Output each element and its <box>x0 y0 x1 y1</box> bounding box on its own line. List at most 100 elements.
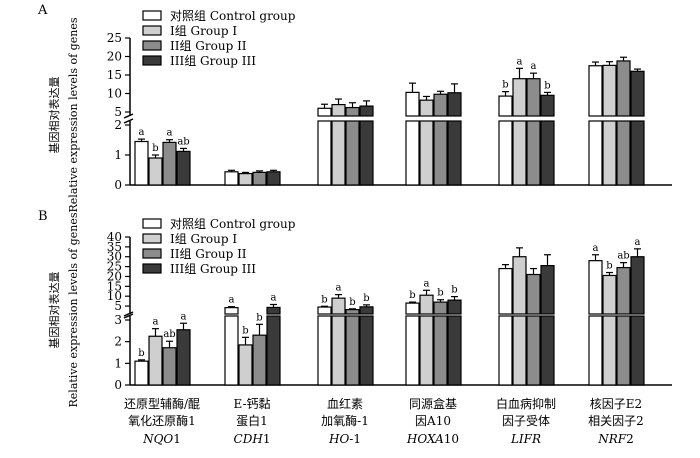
significance-label: b <box>409 290 415 301</box>
bar-lower-segment <box>405 120 420 186</box>
significance-label: a <box>181 311 187 322</box>
category-label-cn-line2: 因A10 <box>415 414 451 428</box>
bar <box>176 329 191 386</box>
legend-swatch <box>142 233 162 244</box>
significance-label: b <box>451 285 457 296</box>
y-tick-label: 0 <box>114 378 122 392</box>
bar-lower-segment <box>498 120 513 186</box>
bar <box>630 70 645 117</box>
bar-lower-segment <box>359 120 374 186</box>
bar <box>345 106 360 117</box>
gene-symbol-italic: HO <box>328 432 349 446</box>
y-tick-label: 15 <box>107 68 122 82</box>
legend-swatch <box>142 248 162 259</box>
bar-lower-segment <box>331 120 346 186</box>
bar <box>540 94 555 117</box>
significance-label: b <box>606 261 612 272</box>
bar <box>331 297 346 315</box>
significance-label: a <box>635 237 641 248</box>
y-tick-label: 5 <box>114 105 122 119</box>
y-tick-label: 40 <box>107 230 122 244</box>
bar-lower-segment <box>433 315 448 386</box>
category-gene-symbol: HOXA10 <box>406 432 459 446</box>
bar-lower-segment <box>345 315 360 386</box>
category-label-cn-line2: 氧化还原酶1 <box>128 413 196 428</box>
bar-lower-segment <box>266 315 281 386</box>
bar <box>419 99 434 117</box>
category-label-cn-line2: 因子受体 <box>502 414 550 428</box>
bar <box>433 301 448 315</box>
bar-lower-segment <box>224 315 239 386</box>
y-tick-label: 0 <box>114 178 122 192</box>
bar <box>148 335 163 386</box>
bar <box>238 173 253 186</box>
bar-lower-segment <box>512 315 527 386</box>
significance-label: b <box>256 312 262 323</box>
bar <box>526 273 541 315</box>
bar-lower-segment <box>447 120 462 186</box>
legend-label: III组 Group III <box>170 262 256 276</box>
significance-label: ab <box>177 136 189 147</box>
bar <box>498 95 513 117</box>
bar <box>630 256 645 315</box>
bar <box>317 107 332 117</box>
bar-lower-segment <box>331 315 346 386</box>
gene-symbol-suffix: -1 <box>349 432 361 446</box>
category-label-cn-line1: E-钙黏 <box>233 397 270 411</box>
bar-lower-segment <box>616 120 631 186</box>
panel-label: B <box>38 209 48 224</box>
panel-label: A <box>37 3 48 18</box>
category-label-cn-line1: 同源盒基 <box>409 396 457 411</box>
bar <box>134 360 149 386</box>
legend-swatch <box>142 40 162 51</box>
y-axis-label-cn: 基因相对表达量 <box>47 272 61 349</box>
legend-label: I组 Group I <box>170 232 237 246</box>
bar <box>176 150 191 186</box>
y-tick-label: 2 <box>114 118 122 132</box>
bar <box>266 306 281 315</box>
significance-label: a <box>139 127 145 138</box>
legend-label: 对照组 Control group <box>170 9 296 23</box>
significance-label: a <box>593 243 599 254</box>
bar <box>134 140 149 186</box>
bar-lower-segment <box>616 315 631 386</box>
category-label-cn-line1: 核因子E2 <box>590 397 642 411</box>
y-tick-label: 1 <box>114 148 122 162</box>
gene-symbol-italic: LIFR <box>510 432 541 446</box>
bar-lower-segment <box>540 315 555 386</box>
significance-label: b <box>242 325 248 336</box>
bar <box>512 78 527 117</box>
significance-label: b <box>321 294 327 305</box>
bar <box>512 256 527 315</box>
bar <box>405 302 420 315</box>
bar <box>588 65 603 117</box>
axis-break-mark <box>123 313 134 319</box>
category-label-cn-line1: 血红素 <box>327 396 363 411</box>
y-tick-label: 3 <box>114 313 122 327</box>
significance-label: a <box>517 56 523 67</box>
bar <box>588 260 603 315</box>
bar-lower-segment <box>405 315 420 386</box>
bar <box>359 306 374 315</box>
significance-label: b <box>437 288 443 299</box>
significance-label: a <box>336 283 342 294</box>
legend-label: II组 Group II <box>170 247 247 261</box>
legend-label: II组 Group II <box>170 39 247 53</box>
axis-break-mark <box>123 311 134 317</box>
bar <box>224 307 239 315</box>
bar <box>526 78 541 117</box>
significance-label: a <box>271 292 277 303</box>
gene-symbol-suffix: 2 <box>626 432 634 446</box>
bar <box>345 309 360 315</box>
bar <box>433 93 448 117</box>
y-tick-label: 25 <box>107 31 122 45</box>
category-gene-symbol: NQO1 <box>142 432 181 446</box>
bar-lower-segment <box>512 120 527 186</box>
significance-label: a <box>531 61 537 72</box>
legend-swatch <box>142 25 162 36</box>
category-gene-symbol: LIFR <box>510 432 541 446</box>
bar <box>602 274 617 315</box>
bar-lower-segment <box>345 120 360 186</box>
